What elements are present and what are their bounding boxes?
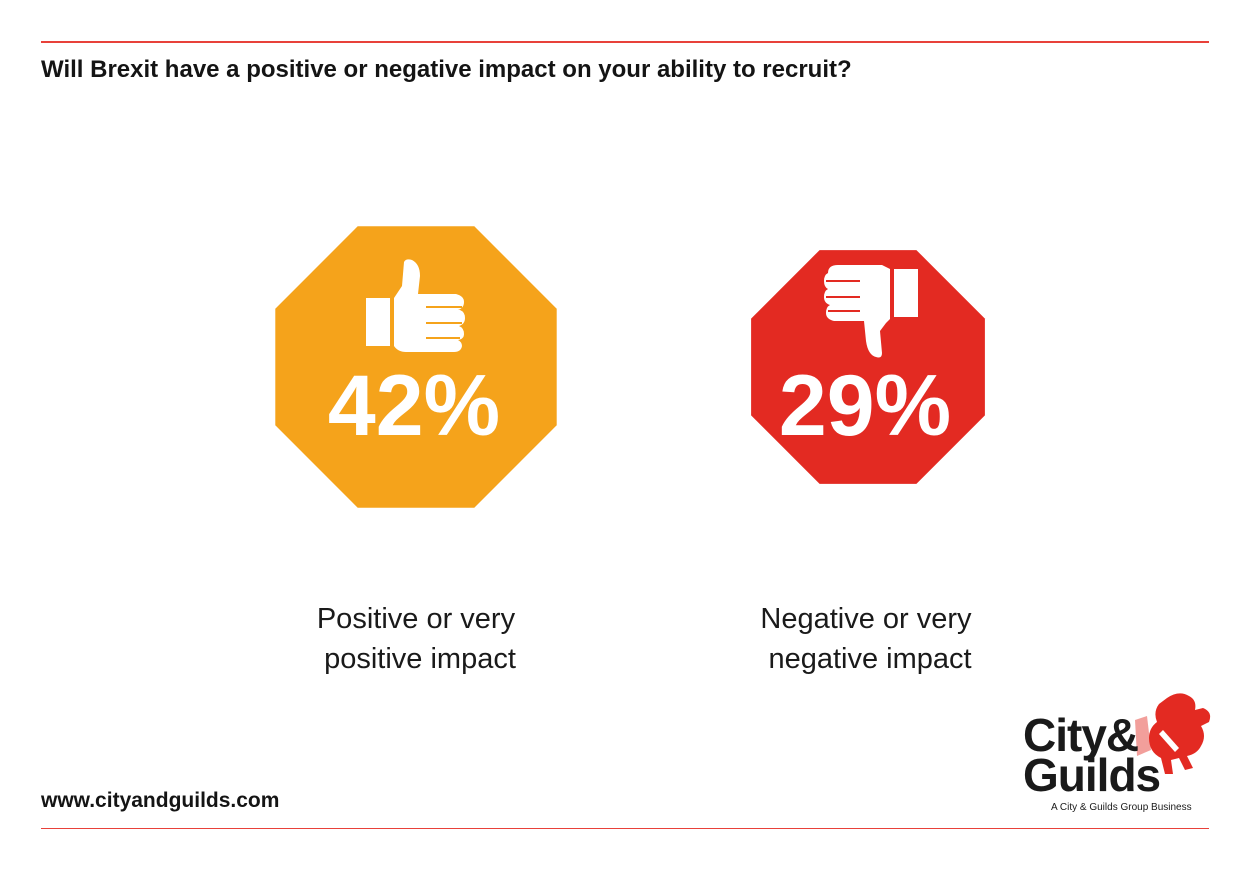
negative-percent-label: 29%	[779, 358, 951, 454]
city-and-guilds-logo: City& Guilds A City & Guilds Group Busin…	[1015, 690, 1215, 820]
negative-octagon	[751, 250, 985, 484]
chart-title: Will Brexit have a positive or negative …	[41, 56, 852, 83]
positive-category-label: Positive or very positive impact	[317, 603, 523, 675]
logo-word-guilds: Guilds	[1023, 749, 1161, 801]
thumbs-up-icon	[366, 259, 465, 352]
positive-percent-label: 42%	[328, 358, 500, 454]
negative-category-label: Negative or very negative impact	[760, 603, 979, 675]
bottom-rule	[41, 828, 1209, 829]
top-rule	[41, 41, 1209, 43]
thumbs-down-icon	[824, 265, 918, 358]
lion-emblem-icon	[1135, 693, 1211, 774]
logo-word-city: City&	[1023, 709, 1139, 761]
logo-tagline: A City & Guilds Group Business	[1051, 802, 1192, 813]
positive-octagon	[275, 226, 557, 508]
website-url[interactable]: www.cityandguilds.com	[41, 789, 280, 812]
